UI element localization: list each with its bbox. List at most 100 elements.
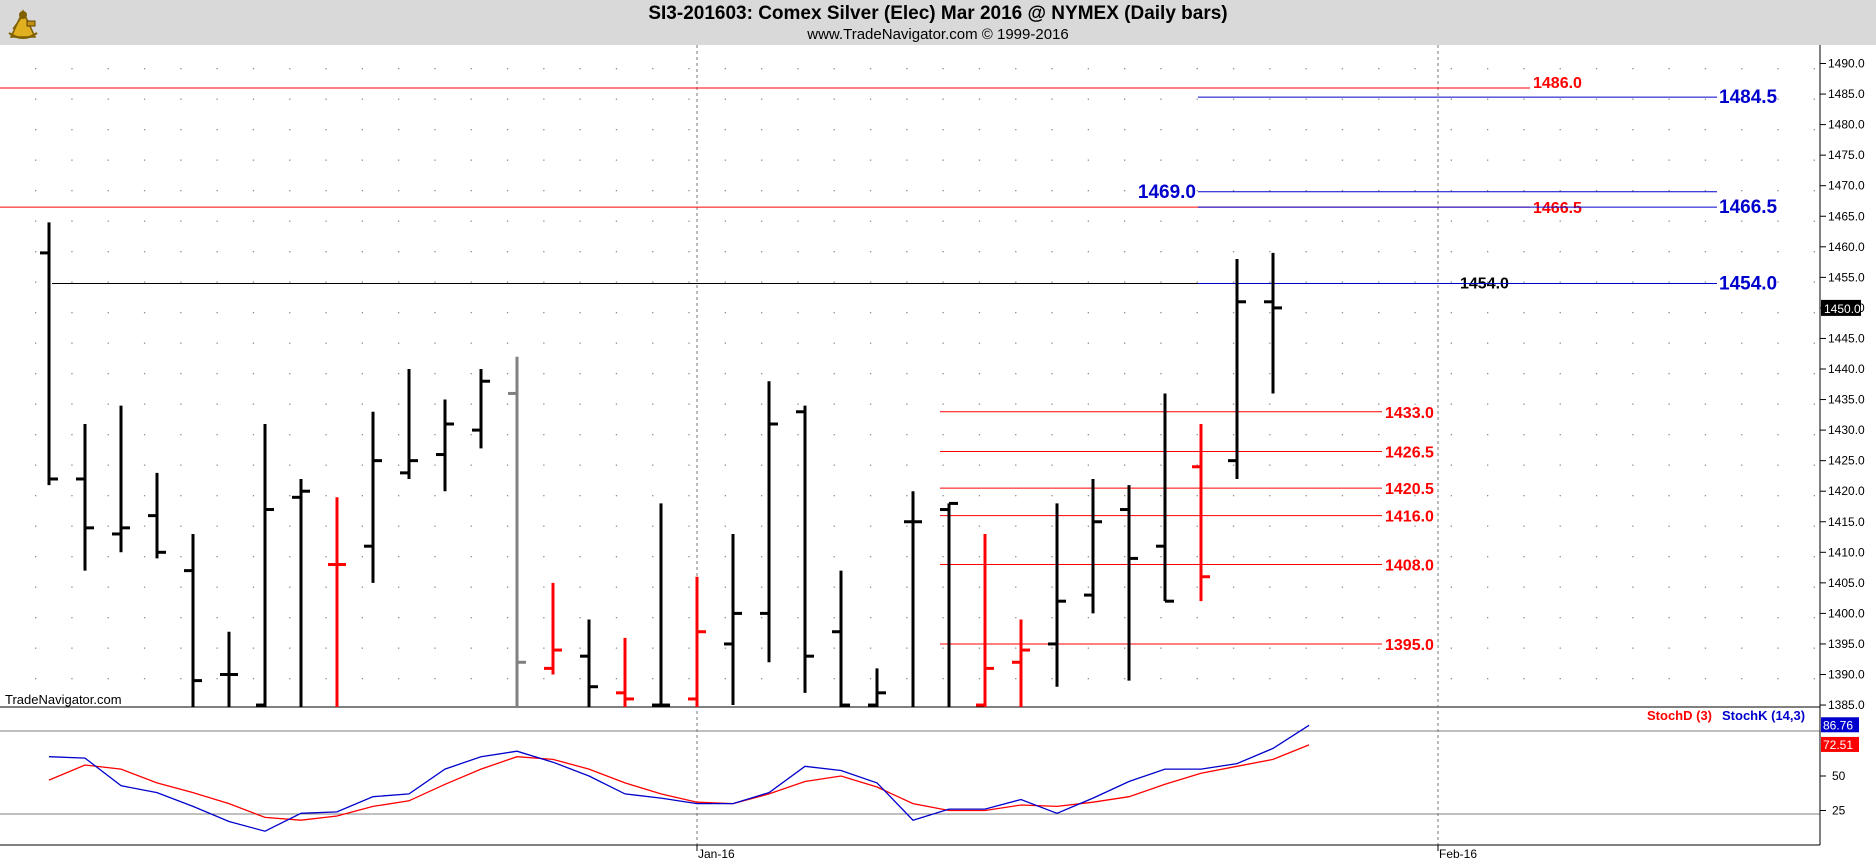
grid-dot xyxy=(869,586,872,588)
grid-dot xyxy=(978,495,981,497)
grid-dot xyxy=(1124,525,1126,527)
grid-dot xyxy=(688,495,690,497)
grid-dot xyxy=(1269,159,1271,161)
grid-dot xyxy=(833,281,835,283)
grid-dot xyxy=(1595,647,1598,649)
grid-dot xyxy=(1487,312,1489,314)
grid-dot xyxy=(724,403,726,405)
grid-dot xyxy=(1813,68,1815,70)
grid-dot xyxy=(1523,190,1525,192)
grid-dot xyxy=(615,373,618,375)
grid-dot xyxy=(1196,525,1198,527)
y-tick-label: 1480.0 xyxy=(1828,118,1865,132)
grid-dot xyxy=(1124,220,1126,222)
grid-dot xyxy=(506,281,509,283)
grid-dot xyxy=(869,464,872,466)
grid-dot xyxy=(506,190,509,192)
grid-dot xyxy=(1269,556,1271,558)
grid-dot xyxy=(470,251,472,253)
grid-dot xyxy=(1341,373,1344,375)
grid-dot xyxy=(1232,586,1235,588)
grid-dot xyxy=(906,68,908,70)
grid-dot xyxy=(252,68,255,70)
chart-subtitle: www.TradeNavigator.com © 1999-2016 xyxy=(807,26,1069,43)
grid-dot xyxy=(1487,647,1489,649)
grid-dot xyxy=(506,403,509,405)
grid-dot xyxy=(1160,556,1162,558)
grid-dot xyxy=(1015,556,1017,558)
grid-dot xyxy=(579,342,581,344)
grid-dot xyxy=(1232,129,1235,131)
grid-dot xyxy=(1777,586,1779,588)
grid-dot xyxy=(1777,159,1779,161)
grid-dot xyxy=(1487,586,1489,588)
price-bar-16 xyxy=(580,619,598,707)
x-tick-label-1: Jan-16 xyxy=(698,847,735,861)
grid-dot xyxy=(1196,373,1198,375)
grid-dot xyxy=(1305,129,1307,131)
grid-dot xyxy=(361,159,363,161)
grid-dot xyxy=(1160,159,1162,161)
grid-dot xyxy=(1196,678,1198,680)
grid-dot xyxy=(1813,129,1815,131)
y-tick-label: 1410.0 xyxy=(1828,545,1865,559)
grid-dot xyxy=(143,678,146,680)
grid-dot xyxy=(1741,373,1743,375)
grid-dot xyxy=(906,586,908,588)
grid-dot xyxy=(107,617,109,619)
grid-dot xyxy=(1741,434,1743,436)
price-bar-25 xyxy=(904,491,922,707)
grid-dot xyxy=(978,281,981,283)
grid-dot xyxy=(1051,556,1053,558)
grid-dot xyxy=(797,98,799,100)
grid-dot xyxy=(143,98,146,100)
grid-dot xyxy=(143,617,146,619)
grid-dot xyxy=(1668,495,1670,497)
grid-dot xyxy=(1523,281,1525,283)
grid-dot xyxy=(1341,312,1344,314)
grid-dot xyxy=(1196,190,1198,192)
grid-dot xyxy=(1414,556,1416,558)
grid-dot xyxy=(761,98,763,100)
grid-dot xyxy=(1305,342,1307,344)
grid-dot xyxy=(1232,556,1235,558)
grid-dot xyxy=(1523,464,1525,466)
grid-dot xyxy=(1124,159,1126,161)
grid-dot xyxy=(470,190,472,192)
grid-dot xyxy=(1595,586,1598,588)
grid-dot xyxy=(1378,159,1380,161)
grid-dot xyxy=(398,159,400,161)
grid-dot xyxy=(289,586,291,588)
grid-dot xyxy=(1378,373,1380,375)
grid-dot xyxy=(71,434,73,436)
grid-dot xyxy=(615,68,618,70)
grid-dot xyxy=(1341,220,1344,222)
grid-dot xyxy=(325,495,327,497)
grid-dot xyxy=(506,68,509,70)
grid-dot xyxy=(978,342,981,344)
level-label-1466.5: 1466.5 xyxy=(1719,197,1778,218)
grid-dot xyxy=(1777,373,1779,375)
grid-dot xyxy=(289,556,291,558)
grid-dot xyxy=(1124,495,1126,497)
grid-dot xyxy=(615,434,618,436)
stochastic-panel: 25 50 72.51 86.76 StochD (3) StochK (14,3) xyxy=(48,708,1859,832)
grid-dot xyxy=(180,403,182,405)
grid-dot xyxy=(1269,525,1271,527)
grid-dot xyxy=(1160,495,1162,497)
grid-dot xyxy=(180,251,182,253)
grid-dot xyxy=(543,159,545,161)
grid-dot xyxy=(180,586,182,588)
grid-dot xyxy=(506,251,509,253)
grid-dot xyxy=(434,556,436,558)
grid-dot xyxy=(1741,129,1743,131)
grid-dot xyxy=(543,586,545,588)
price-bar-29 xyxy=(1048,503,1066,687)
grid-dot xyxy=(1341,159,1344,161)
price-bar-19 xyxy=(688,576,706,707)
grid-dot xyxy=(1196,68,1198,70)
grid-dot xyxy=(470,647,472,649)
y-tick-label: 1490.0 xyxy=(1828,57,1865,71)
grid-dot xyxy=(688,617,690,619)
